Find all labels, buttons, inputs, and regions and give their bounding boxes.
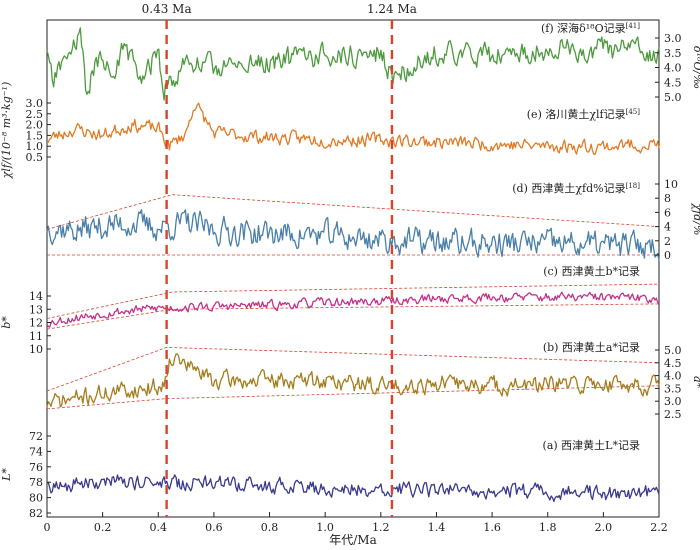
panel-label-c: (c) 西津黄土b*记录 — [543, 264, 640, 278]
yaxis-title-f: δ¹⁸O/‰ — [691, 46, 700, 89]
xtick-label-8: 1.6 — [483, 521, 501, 534]
panel-label-d: (d) 西津黄土χfd%记录[18] — [512, 181, 640, 195]
xtick-label-3: 0.6 — [205, 521, 223, 534]
series-line-a — [46, 474, 660, 503]
ytick-label-c-0: 10 — [29, 343, 43, 356]
chart-frame — [46, 19, 660, 518]
ytick-label-e-4: 2.5 — [26, 108, 44, 121]
yaxis-title-e: χlf/(10⁻⁸ m³·kg⁻¹) — [0, 82, 13, 180]
ytick-label-a-4: 80 — [29, 492, 43, 505]
ytick-label-a-3: 78 — [29, 476, 43, 489]
series-line-b — [46, 353, 660, 408]
series-line-f — [46, 27, 660, 101]
series-line-e — [46, 102, 660, 156]
xtick-label-5: 1.0 — [316, 521, 334, 534]
ytick-label-d-1: 2 — [664, 235, 671, 248]
event-markers: 0.43 Ma 1.24 Ma — [142, 2, 417, 517]
panel-label-a: (a) 西津黄土L*记录 — [543, 438, 640, 452]
ytick-label-d-4: 8 — [664, 192, 671, 205]
ytick-label-e-1: 1.0 — [26, 140, 44, 153]
ytick-label-f-3: 4.5 — [664, 76, 682, 89]
ytick-label-a-5: 82 — [29, 507, 43, 520]
xtick-label-11: 2.2 — [650, 521, 668, 534]
ytick-label-d-3: 6 — [664, 206, 671, 219]
ytick-label-b-0: 2.5 — [664, 408, 682, 421]
ytick-label-c-2: 12 — [29, 317, 43, 330]
trend-line-c-1 — [46, 303, 660, 330]
ytick-label-b-5: 5.0 — [664, 344, 682, 357]
xtick-label-10: 2.0 — [595, 521, 613, 534]
yaxis-title-b: a* — [691, 376, 700, 389]
ytick-label-a-1: 74 — [29, 445, 43, 458]
ytick-label-c-4: 14 — [29, 290, 43, 303]
marker-label-1: 1.24 Ma — [367, 2, 417, 16]
ytick-label-c-1: 11 — [29, 330, 43, 343]
xtick-label-4: 0.8 — [261, 521, 279, 534]
ytick-label-b-3: 4.0 — [664, 370, 682, 383]
plot-frame — [46, 19, 660, 518]
series-lines — [46, 27, 660, 503]
series-line-d — [46, 209, 660, 261]
xtick-label-2: 0.4 — [150, 521, 168, 534]
panel-label-f: (f) 深海δ¹⁸O记录[41] — [541, 21, 640, 35]
ytick-label-b-2: 3.5 — [664, 382, 682, 395]
ytick-label-e-0: 0.5 — [26, 151, 44, 164]
panel-labels: (f) 深海δ¹⁸O记录[41] (e) 洛川黄土χlf记录[45] (d) 西津黄… — [512, 21, 640, 452]
ytick-label-e-3: 2.0 — [26, 119, 44, 132]
panel-label-e: (e) 洛川黄土χlf记录[45] — [527, 107, 640, 121]
ytick-label-b-4: 4.5 — [664, 357, 682, 370]
xaxis-title: 年代/Ma — [329, 533, 377, 547]
xtick-label-7: 1.4 — [428, 521, 446, 534]
ytick-label-e-2: 1.5 — [26, 129, 44, 142]
ytick-label-a-0: 72 — [29, 430, 43, 443]
yaxis-title-a: L* — [0, 468, 13, 482]
xtick-label-0: 0 — [44, 521, 51, 534]
xtick-label-9: 1.8 — [539, 521, 557, 534]
xtick-label-6: 1.2 — [372, 521, 390, 534]
panel-label-b: (b) 西津黄土a*记录 — [543, 340, 640, 354]
yaxis-title-c: b* — [0, 316, 13, 329]
marker-label-0: 0.43 Ma — [142, 2, 192, 16]
ytick-label-c-3: 13 — [29, 303, 43, 316]
ytick-label-e-5: 3.0 — [26, 97, 44, 110]
ytick-label-d-2: 4 — [664, 221, 671, 234]
ytick-label-f-4: 5.0 — [664, 91, 682, 104]
ytick-label-d-5: 10 — [664, 178, 678, 191]
axes: 3.03.54.04.55.0δ¹⁸O/‰0.51.01.52.02.53.0χ… — [0, 32, 700, 547]
yaxis-title-d: χfd/% — [691, 203, 700, 236]
ytick-label-f-2: 4.0 — [664, 62, 682, 75]
panel-ref-d: [18] — [626, 182, 641, 190]
xtick-label-1: 0.2 — [94, 521, 112, 534]
trend-line-d-0 — [46, 194, 660, 230]
panel-ref-f: [41] — [626, 22, 641, 30]
trend-line-c-0 — [46, 283, 660, 319]
ytick-label-b-1: 3.0 — [664, 395, 682, 408]
ytick-label-a-2: 76 — [29, 461, 43, 474]
panel-ref-e: [45] — [626, 108, 641, 116]
ytick-label-d-0: 0 — [664, 249, 671, 262]
series-line-c — [46, 291, 660, 328]
ytick-label-f-1: 3.5 — [664, 47, 682, 60]
trend-line-b-0 — [46, 346, 660, 392]
ytick-label-f-0: 3.0 — [664, 32, 682, 45]
